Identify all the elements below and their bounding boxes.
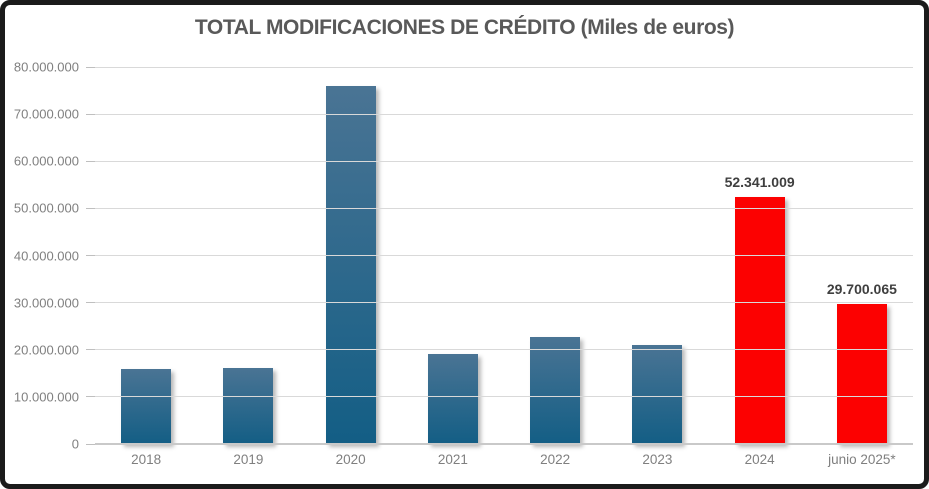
y-tick-mark xyxy=(86,207,95,209)
bars-row: 52.341.009 29.700.065 xyxy=(95,67,913,444)
y-tick-label: 40.000.000 xyxy=(13,248,79,263)
y-tick-mark xyxy=(86,113,95,115)
x-tick-label: 2018 xyxy=(131,452,162,467)
bar-slot xyxy=(300,67,402,444)
bar-slot: 52.341.009 xyxy=(709,67,811,444)
x-tick-label: junio 2025* xyxy=(828,452,896,467)
y-tick-label: 30.000.000 xyxy=(13,295,79,311)
bar-2018 xyxy=(121,368,172,444)
y-tick-mark xyxy=(86,443,95,445)
y-axis: 0 10.000.000 20.000.000 30.000.000 40.000.00… xyxy=(5,60,95,452)
y-tick-label: 80.000.000 xyxy=(13,59,79,75)
x-tick-label: 2020 xyxy=(335,452,366,467)
bar-slot xyxy=(606,67,708,444)
y-tick-mark xyxy=(86,66,95,68)
y-tick-mark xyxy=(86,255,95,256)
bar-2024 xyxy=(734,197,785,444)
x-tick-label: 2021 xyxy=(437,452,468,467)
gridline xyxy=(95,66,913,68)
chart-title: TOTAL MODIFICACIONES DE CRÉDITO (Miles d… xyxy=(194,16,735,39)
y-tick-mark xyxy=(86,349,95,351)
x-axis: 2018 2019 2020 2021 2022 2023 2024 junio 2025* xyxy=(95,452,913,467)
bar-slot: 29.700.065 xyxy=(811,67,913,444)
y-tick-mark xyxy=(86,396,95,398)
x-tick-label: 2019 xyxy=(233,452,264,467)
gridline xyxy=(95,207,913,209)
bar-2022 xyxy=(530,336,581,444)
y-tick-label: 20.000.000 xyxy=(13,342,79,358)
gridline xyxy=(95,349,913,351)
bar-slot xyxy=(95,67,197,444)
bar-2019 xyxy=(223,367,274,444)
plot-area: 52.341.009 29.700.065 xyxy=(95,66,913,445)
gridline xyxy=(95,396,913,398)
y-tick-label: 50.000.000 xyxy=(13,200,79,216)
x-tick-label: 2022 xyxy=(540,452,571,467)
y-tick-label: 60.000.000 xyxy=(13,153,79,169)
bar-value-label: 52.341.009 xyxy=(724,174,795,191)
y-tick-mark xyxy=(86,302,95,304)
x-tick-label: 2023 xyxy=(642,452,673,467)
gridline xyxy=(95,160,913,162)
bar-slot xyxy=(402,67,504,444)
y-tick-label: 0 xyxy=(71,436,79,452)
y-tick-mark xyxy=(86,160,95,162)
bar-junio-2025- xyxy=(836,304,887,444)
gridline xyxy=(95,113,913,115)
bar-2023 xyxy=(632,345,683,444)
x-tick-label: 2024 xyxy=(744,452,775,467)
gridline xyxy=(95,302,913,304)
gridline xyxy=(95,443,913,445)
bar-slot xyxy=(197,67,299,444)
bar-slot xyxy=(504,67,606,444)
bar-value-label: 29.700.065 xyxy=(826,281,897,298)
y-tick-label: 70.000.000 xyxy=(13,106,79,122)
gridline xyxy=(95,255,913,256)
y-tick-label: 10.000.000 xyxy=(13,389,79,405)
bar-2021 xyxy=(427,354,478,444)
bar-2020 xyxy=(325,85,376,444)
